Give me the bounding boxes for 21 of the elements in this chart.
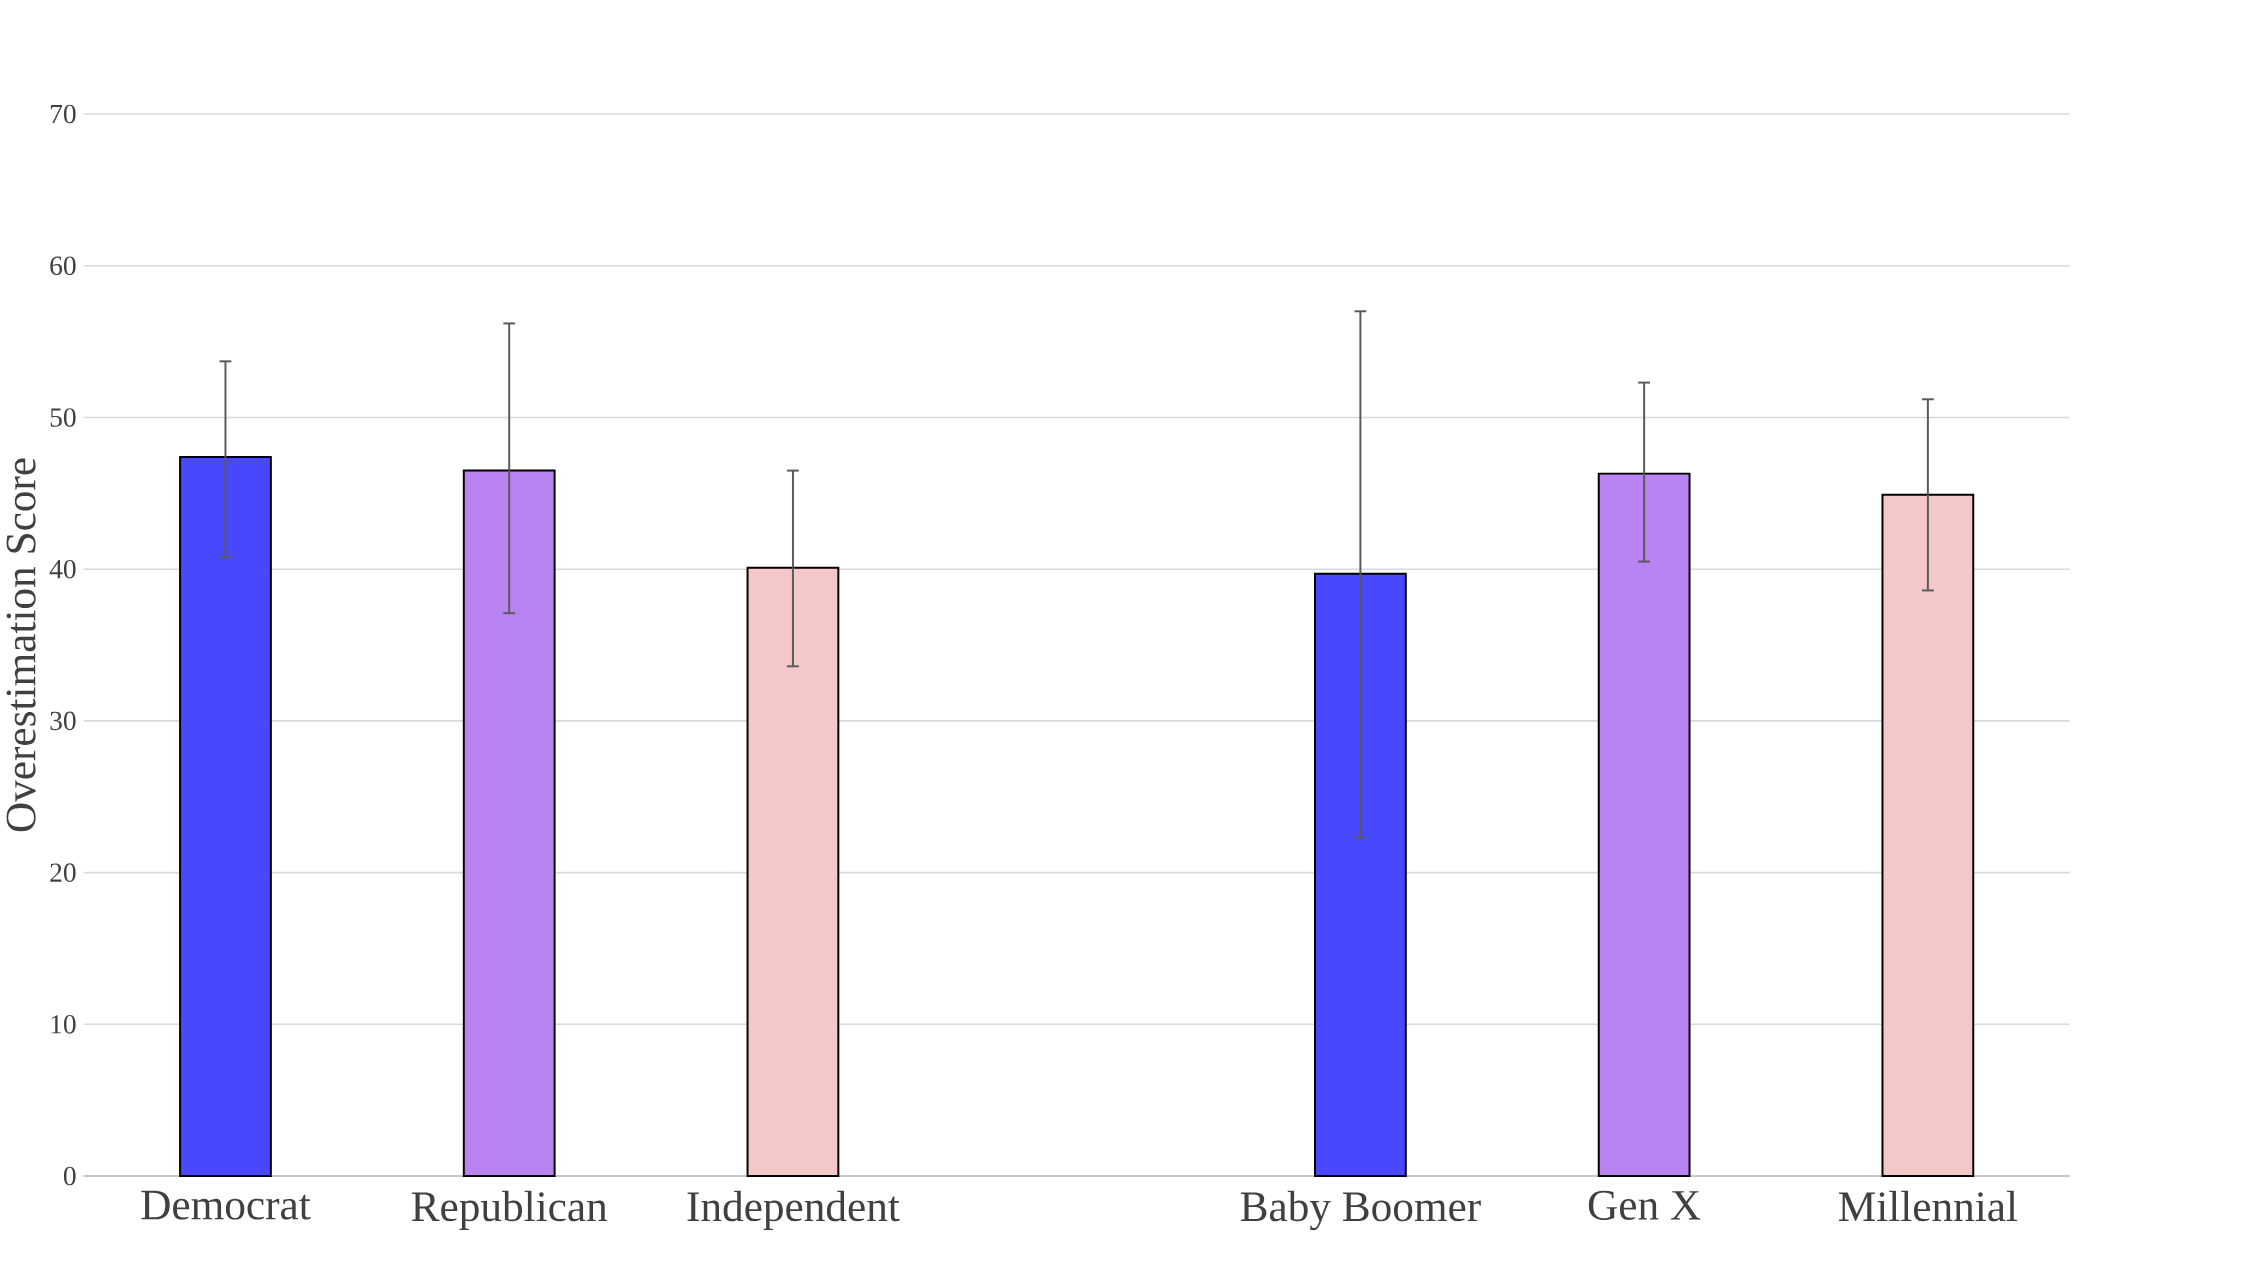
- y-tick-label: 30: [50, 711, 76, 731]
- y-tick-label: 60: [50, 256, 76, 275]
- x-tick-label: Republican: [411, 1190, 608, 1230]
- y-axis-title: Overestimation Score: [6, 458, 36, 832]
- y-tick-label: 0: [63, 1166, 76, 1186]
- y-tick-label: 10: [51, 1014, 76, 1034]
- bar: [1881, 493, 1975, 1177]
- bar: [746, 566, 840, 1177]
- x-tick-label: Millennial: [1838, 1190, 2018, 1222]
- bar: [1314, 572, 1407, 1177]
- y-tick-label: 70: [50, 104, 76, 124]
- x-tick-label: Baby Boomer: [1240, 1190, 1481, 1231]
- y-tick-label: 40: [49, 559, 76, 579]
- y-tick-label: 50: [50, 408, 76, 427]
- y-tick-label: 20: [50, 863, 76, 882]
- x-tick-label: Gen X: [1588, 1190, 1701, 1220]
- bar: [179, 455, 272, 1177]
- bar: [462, 469, 556, 1177]
- x-tick-label: Democrat: [141, 1190, 311, 1220]
- x-tick-label: Independent: [687, 1190, 900, 1230]
- bar: [1597, 472, 1691, 1177]
